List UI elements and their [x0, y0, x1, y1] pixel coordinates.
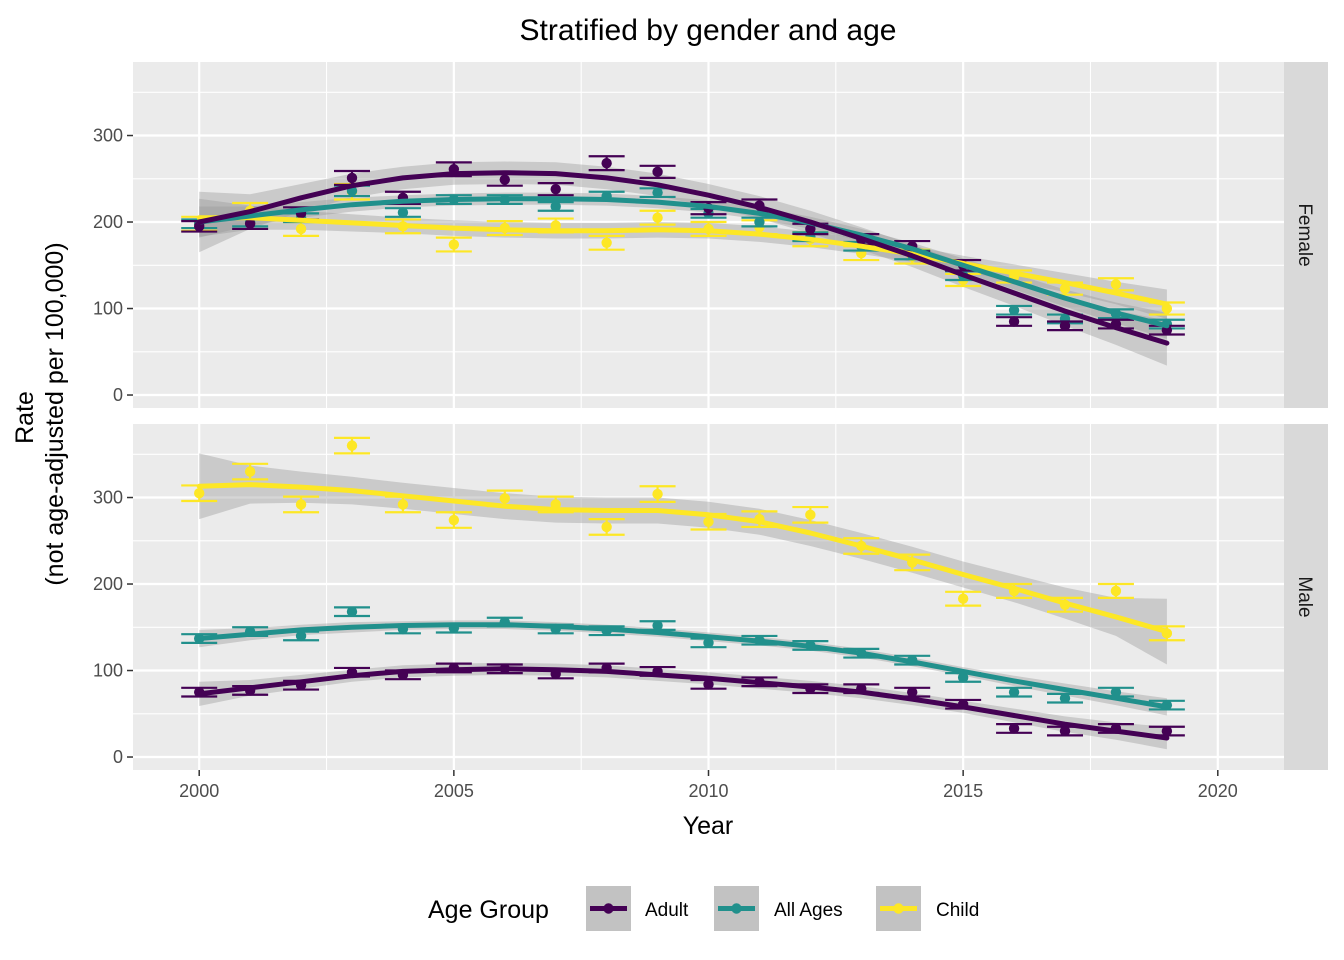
- smooth-line-all-ages: [196, 622, 1170, 710]
- y-axis-title-line2: (not age-adjusted per 100,000): [41, 242, 69, 585]
- point-all-ages: [957, 672, 969, 683]
- y-tick-label: 100: [93, 299, 123, 319]
- point-all-ages: [346, 606, 358, 617]
- chart-title: Stratified by gender and age: [520, 14, 897, 47]
- point-adult: [499, 174, 510, 185]
- point-child: [194, 488, 205, 499]
- point-all-ages: [397, 207, 409, 218]
- x-axis: 2000 2005 2010 2015 2020: [179, 770, 1238, 801]
- legend-label: All Ages: [774, 900, 843, 921]
- y-tick-label: 200: [93, 212, 123, 232]
- point-all-ages: [550, 201, 561, 212]
- x-tick-label: 2020: [1198, 781, 1238, 801]
- y-tick-label: 300: [93, 488, 123, 508]
- point-all-ages: [703, 637, 714, 649]
- point-child: [550, 220, 561, 231]
- legend: Age Group Adult All Ages Child: [428, 886, 979, 931]
- y-tick-label: 300: [93, 126, 123, 146]
- point-adult: [244, 218, 256, 229]
- x-tick-label: 2015: [943, 781, 983, 801]
- point-adult: [1059, 725, 1071, 737]
- smooth-line-child: [196, 482, 1170, 635]
- point-all-ages: [1008, 305, 1020, 316]
- point-adult: [1059, 320, 1071, 332]
- point-child: [601, 521, 612, 533]
- point-child: [499, 493, 510, 504]
- point-all-ages: [754, 216, 765, 228]
- legend-key-point: [893, 903, 904, 914]
- point-child: [957, 593, 969, 604]
- facet-label-female: Female: [1294, 203, 1315, 266]
- legend-title: Age Group: [428, 896, 549, 924]
- legend-label: Child: [936, 900, 979, 921]
- facet-panels: 0 100 200 300 Female 0 100 200 300 Male: [93, 62, 1328, 770]
- point-child: [1059, 283, 1071, 294]
- legend-label: Adult: [645, 900, 689, 921]
- point-child: [601, 237, 612, 248]
- x-tick-label: 2010: [688, 781, 728, 801]
- x-tick-label: 2000: [179, 781, 219, 801]
- confidence-band-adult: [199, 662, 1167, 750]
- x-axis-title: Year: [683, 812, 734, 840]
- point-adult: [1161, 725, 1173, 737]
- point-adult: [550, 183, 561, 195]
- y-axis-title: Rate (not age-adjusted per 100,000): [11, 242, 69, 585]
- legend-item-all-ages: All Ages: [714, 886, 843, 931]
- point-adult: [1008, 723, 1020, 734]
- point-all-ages: [652, 187, 663, 198]
- legend-item-child: Child: [876, 886, 979, 931]
- confidence-band-child: [199, 453, 1167, 665]
- smooth-line-child: [196, 215, 1170, 307]
- facet-strip: [1284, 62, 1328, 408]
- point-adult: [907, 686, 918, 698]
- smooth-line-adult: [196, 666, 1170, 741]
- point-child: [448, 239, 460, 250]
- point-all-ages: [1110, 686, 1122, 698]
- point-child: [652, 212, 663, 223]
- panel-female: 0 100 200 300 Female: [93, 62, 1328, 408]
- point-adult: [601, 158, 612, 169]
- point-child: [346, 440, 358, 451]
- panel-male: 0 100 200 300 Male: [93, 424, 1328, 770]
- point-adult: [805, 223, 816, 235]
- point-child: [652, 488, 663, 500]
- point-all-ages: [1059, 693, 1071, 704]
- point-child: [805, 509, 816, 521]
- point-child: [295, 499, 307, 510]
- point-child: [1110, 585, 1122, 597]
- y-tick-label: 200: [93, 574, 123, 594]
- y-tick-label: 0: [113, 385, 123, 405]
- point-child: [295, 223, 307, 235]
- legend-key-point: [603, 903, 614, 914]
- point-all-ages: [1008, 686, 1020, 698]
- x-tick-label: 2005: [434, 781, 474, 801]
- smooth-line-adult: [196, 170, 1170, 346]
- smooth-line-all-ages: [196, 196, 1170, 329]
- point-child: [244, 466, 256, 477]
- point-all-ages: [295, 630, 307, 642]
- point-adult: [1008, 316, 1020, 327]
- point-adult: [652, 166, 663, 178]
- legend-item-adult: Adult: [586, 886, 689, 931]
- point-child: [448, 514, 460, 526]
- panel-series: [181, 436, 1185, 750]
- y-axis-title-line1: Rate: [11, 391, 39, 444]
- point-adult: [703, 679, 714, 690]
- point-adult: [346, 172, 358, 184]
- y-tick-label: 100: [93, 661, 123, 681]
- point-child: [703, 516, 714, 527]
- y-tick-label: 0: [113, 747, 123, 767]
- facet-strip: [1284, 424, 1328, 770]
- legend-key-point: [731, 903, 742, 914]
- point-all-ages: [652, 620, 663, 631]
- facet-label-male: Male: [1294, 576, 1315, 617]
- point-child: [1110, 279, 1122, 290]
- point-child: [397, 499, 409, 510]
- panel-series: [181, 155, 1185, 366]
